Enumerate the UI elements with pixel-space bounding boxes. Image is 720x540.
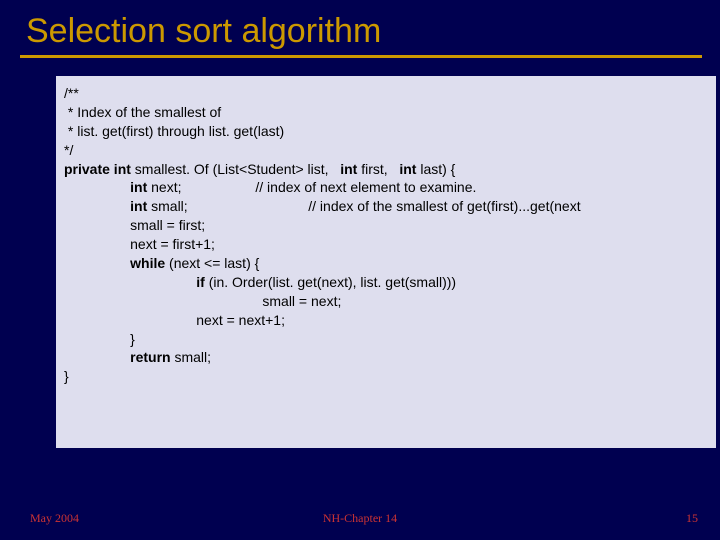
code-block: /** * Index of the smallest of * list. g… (56, 76, 716, 448)
code-kw: private int (64, 161, 131, 177)
footer: May 2004 NH-Chapter 14 15 (0, 506, 720, 526)
code-kw: if (64, 274, 205, 290)
code-text: small; // index of the smallest of get(f… (147, 198, 580, 214)
code-line: small = next; (64, 293, 341, 309)
code-text: last) { (416, 161, 455, 177)
code-line: * Index of the smallest of (64, 104, 221, 120)
code-line: small = first; (64, 217, 205, 233)
code-kw: int (340, 161, 357, 177)
code-line: } (64, 331, 135, 347)
code-line: next = first+1; (64, 236, 215, 252)
code-text: (in. Order(list. get(next), list. get(sm… (205, 274, 456, 290)
code-kw: int (399, 161, 416, 177)
title-underline (20, 55, 702, 58)
code-text: first, (357, 161, 399, 177)
code-kw: return (64, 349, 171, 365)
code-text: small; (171, 349, 211, 365)
code-line: * list. get(first) through list. get(las… (64, 123, 284, 139)
code-line: */ (64, 142, 73, 158)
code-kw: int (64, 198, 147, 214)
code-kw: while (64, 255, 165, 271)
slide-title: Selection sort algorithm (0, 0, 720, 55)
code-text: (next <= last) { (165, 255, 259, 271)
code-line: } (64, 368, 69, 384)
code-text: smallest. Of (List<Student> list, (131, 161, 340, 177)
code-text: next; // index of next element to examin… (147, 179, 476, 195)
footer-page: 15 (686, 511, 698, 526)
code-kw: int (64, 179, 147, 195)
code-line: next = next+1; (64, 312, 285, 328)
code-line: /** (64, 85, 79, 101)
footer-chapter: NH-Chapter 14 (0, 511, 720, 526)
